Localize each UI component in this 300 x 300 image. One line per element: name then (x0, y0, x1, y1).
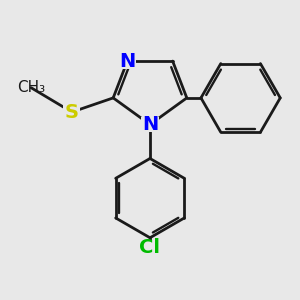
Text: Cl: Cl (140, 238, 160, 257)
FancyBboxPatch shape (118, 53, 136, 69)
Text: N: N (142, 115, 158, 134)
Text: N: N (119, 52, 136, 70)
FancyBboxPatch shape (138, 240, 162, 256)
FancyBboxPatch shape (63, 104, 80, 120)
Text: CH₃: CH₃ (17, 80, 45, 95)
Text: S: S (65, 103, 79, 122)
FancyBboxPatch shape (141, 117, 159, 132)
